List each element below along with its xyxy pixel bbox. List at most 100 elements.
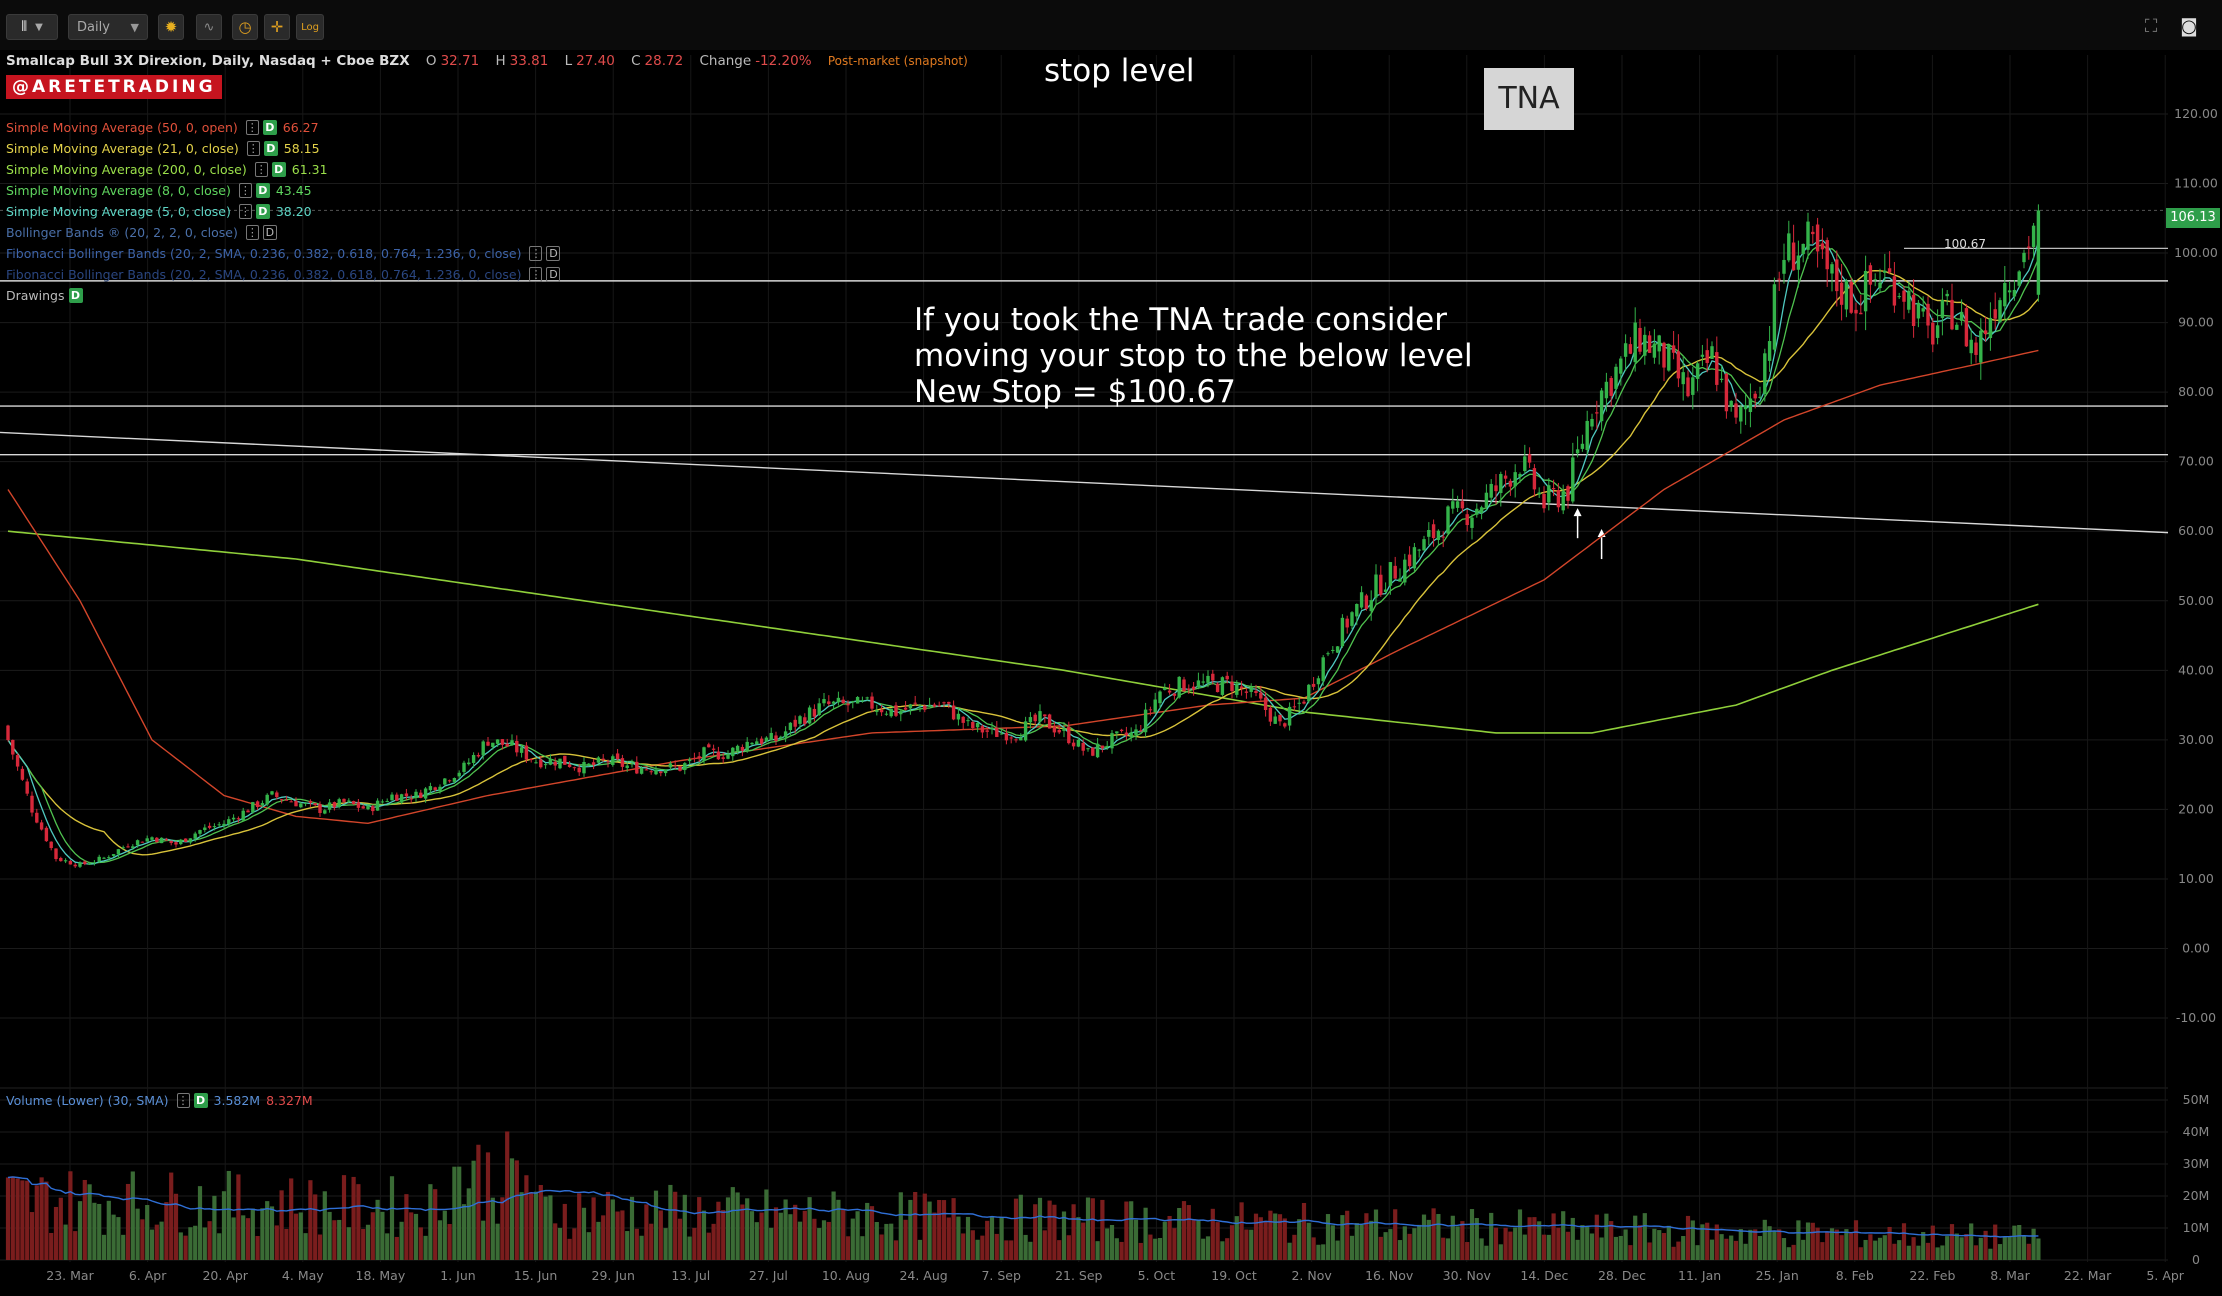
interval-select[interactable]: Daily ▼	[68, 14, 148, 40]
sma-8-line	[7, 244, 2039, 864]
candle-body	[548, 758, 553, 765]
candle-body	[25, 781, 29, 794]
candle-body	[1446, 506, 1450, 534]
more-icon[interactable]: ⋮	[245, 224, 259, 240]
volume-bar	[207, 1221, 212, 1260]
more-icon[interactable]: ⋮	[246, 140, 260, 156]
candle-body	[294, 801, 298, 807]
candle-body	[327, 802, 332, 810]
candle-body	[1273, 716, 1277, 724]
candle-body	[1983, 330, 1988, 335]
indicator-row[interactable]: Fibonacci Bollinger Bands (20, 2, SMA, 0…	[6, 244, 561, 262]
sma-5-line	[7, 239, 2040, 865]
low-label: L	[564, 53, 573, 69]
candle-body	[342, 798, 346, 802]
indicator-row[interactable]: Simple Moving Average (21, 0, close) ⋮ D 58…	[6, 139, 320, 157]
candle-body	[539, 759, 543, 768]
candle-body	[1652, 343, 1657, 358]
more-icon[interactable]: ⋮	[254, 161, 268, 177]
visibility-badge[interactable]: D	[193, 1093, 208, 1108]
expand-icon[interactable]: ⛶	[2144, 16, 2158, 37]
volume-bar	[937, 1199, 942, 1260]
volume-bar	[687, 1236, 692, 1260]
candle-body	[1859, 312, 1863, 315]
camera-icon[interactable]: ◙	[2180, 16, 2198, 37]
volume-bar	[1301, 1202, 1307, 1260]
candle-body	[1767, 341, 1772, 361]
volume-bar	[241, 1215, 246, 1260]
candle-body	[135, 840, 140, 846]
candle-body	[44, 827, 49, 842]
volume-bar	[913, 1191, 918, 1260]
volume-bar	[1340, 1215, 1345, 1260]
indicator-row[interactable]: Simple Moving Average (50, 0, open) ⋮ D 66.…	[6, 118, 319, 136]
visibility-badge[interactable]: D	[262, 224, 277, 240]
volume-bar	[951, 1198, 956, 1260]
clock-button[interactable]: ◷	[232, 14, 258, 40]
visibility-badge[interactable]: D	[546, 245, 561, 261]
candle-body	[231, 817, 236, 820]
volume-bar	[610, 1199, 615, 1260]
indicator-row[interactable]: Simple Moving Average (8, 0, close) ⋮ D 43.…	[6, 181, 312, 199]
candle-body	[1335, 646, 1340, 653]
candle-body	[92, 862, 97, 864]
candle-body	[1033, 714, 1037, 722]
more-icon[interactable]: ⋮	[176, 1093, 190, 1108]
volume-bar	[1973, 1245, 1979, 1260]
visibility-badge[interactable]: D	[271, 161, 286, 177]
visibility-badge[interactable]: D	[68, 287, 83, 303]
chevron-down-icon: ▼	[35, 21, 43, 33]
indicator-row[interactable]: Simple Moving Average (5, 0, close) ⋮ D 38.…	[6, 202, 312, 220]
time-tick-label: 20. Apr	[202, 1268, 248, 1283]
visibility-badge[interactable]: D	[263, 140, 278, 156]
volume-bar	[149, 1229, 155, 1260]
more-icon[interactable]: ⋮	[529, 266, 543, 282]
visibility-badge[interactable]: D	[546, 266, 561, 282]
candle-body	[995, 727, 999, 737]
indicator-row[interactable]: Fibonacci Bollinger Bands (20, 2, SMA, 0…	[6, 265, 561, 283]
more-icon[interactable]: ⋮	[245, 119, 259, 135]
candle-body	[865, 697, 869, 699]
candle-body	[1667, 345, 1671, 371]
settings-button[interactable]: ✹	[158, 14, 184, 40]
candle-body	[1863, 270, 1868, 312]
volume-bar	[111, 1214, 116, 1260]
chart-type-button[interactable]: ⫴ ▼	[6, 14, 58, 40]
clock-icon: ◷	[238, 18, 252, 36]
candle-body	[265, 794, 269, 805]
candle-body	[1278, 714, 1282, 722]
time-tick-label: 11. Jan	[1678, 1268, 1721, 1283]
volume-bar	[1037, 1197, 1043, 1260]
symbol-name: Smallcap Bull 3X Direxion, Daily, Nasdaq…	[6, 53, 410, 69]
candle-body	[673, 765, 677, 767]
volume-bar	[980, 1235, 985, 1260]
candle-body	[299, 803, 303, 808]
volume-bar	[965, 1216, 971, 1260]
volume-bar	[140, 1219, 145, 1260]
volume-bar	[1335, 1240, 1340, 1260]
candle-body	[1388, 562, 1393, 586]
visibility-badge[interactable]: D	[255, 182, 270, 198]
symbol-info: Smallcap Bull 3X Direxion, Daily, Nasdaq…	[6, 53, 972, 69]
volume-bar	[413, 1213, 419, 1260]
volume-bar	[903, 1219, 908, 1260]
volume-bar	[5, 1177, 11, 1260]
indicator-row[interactable]: Bollinger Bands ® (20, 2, 2, 0, close) ⋮ D	[6, 223, 277, 241]
log-scale-button[interactable]: Log	[296, 14, 324, 40]
candle-body	[587, 763, 591, 765]
indicator-value: 43.45	[275, 182, 312, 198]
more-icon[interactable]: ⋮	[529, 245, 543, 261]
indicator-button[interactable]: ∿	[196, 14, 222, 40]
more-icon[interactable]: ⋮	[238, 203, 252, 219]
visibility-badge[interactable]: D	[255, 203, 270, 219]
indicator-row[interactable]: Simple Moving Average (200, 0, close) ⋮ D 6…	[6, 160, 328, 178]
more-icon[interactable]: ⋮	[238, 182, 252, 198]
candle-body	[116, 849, 121, 855]
candle-body	[169, 840, 173, 843]
volume-bar	[1978, 1237, 1983, 1260]
visibility-badge[interactable]: D	[262, 119, 277, 135]
crosshair-button[interactable]: ✛	[264, 14, 290, 40]
volume-bar	[1253, 1213, 1259, 1260]
indicator-row[interactable]: Drawings D	[6, 286, 83, 304]
